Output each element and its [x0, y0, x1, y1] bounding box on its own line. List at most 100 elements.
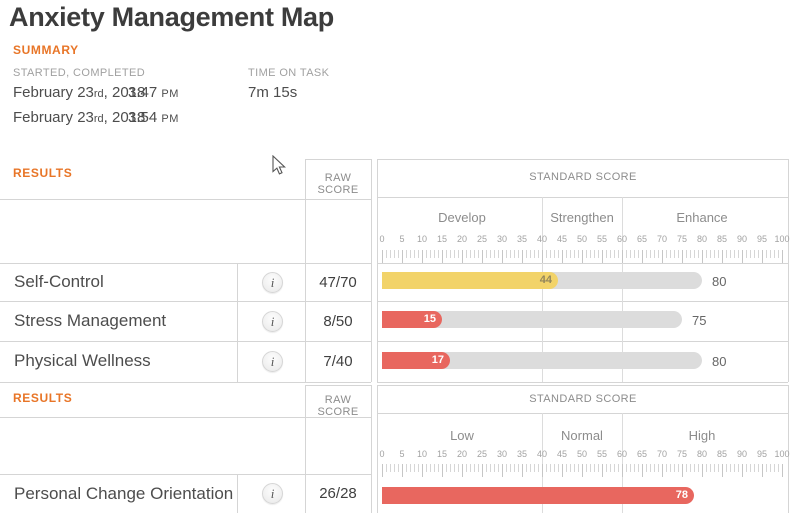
axis-tick [482, 250, 483, 263]
score-bar: 44 [382, 272, 558, 289]
zone-label: Low [450, 428, 474, 443]
divider [0, 199, 371, 200]
axis-tick [538, 250, 539, 258]
axis-tick-label: 25 [476, 449, 488, 459]
axis-tick [582, 464, 583, 477]
axis-tick [670, 250, 671, 258]
axis-tick-label: 80 [696, 449, 708, 459]
axis-tick [758, 464, 759, 472]
axis-tick [542, 250, 543, 263]
axis-tick [474, 250, 475, 258]
axis-tick [434, 464, 435, 472]
axis-tick [738, 464, 739, 472]
axis-tick [662, 250, 663, 263]
divider [371, 385, 372, 513]
row-name: Stress Management [14, 311, 167, 330]
axis-tick [534, 250, 535, 258]
zone-divider [622, 413, 623, 513]
time-meridiem: PM [161, 88, 179, 100]
axis-tick [426, 250, 427, 258]
row-name: Self-Control [14, 272, 104, 291]
axis-tick [410, 464, 411, 472]
score-value: 44 [539, 274, 552, 286]
raw-score-header-1: RAW SCORE [317, 172, 359, 196]
axis-tick [450, 464, 451, 472]
axis-tick [774, 464, 775, 472]
axis-tick-label: 85 [716, 449, 728, 459]
axis-tick-label: 70 [656, 234, 668, 244]
axis-tick [634, 464, 635, 472]
info-icon[interactable]: i [262, 483, 283, 504]
axis-tick [638, 250, 639, 258]
axis-tick [442, 464, 443, 477]
benchmark-value: 75 [692, 313, 707, 328]
axis-tick [706, 250, 707, 258]
axis-tick [506, 464, 507, 472]
axis-tick-label: 40 [536, 449, 548, 459]
divider [0, 301, 371, 302]
date-year: , 2018 [103, 84, 146, 101]
axis-tick-label: 70 [656, 449, 668, 459]
axis-tick [614, 464, 615, 472]
axis-tick-label: 85 [716, 234, 728, 244]
axis-tick [578, 464, 579, 472]
axis-tick-label: 75 [676, 234, 688, 244]
axis-tick [686, 250, 687, 258]
axis-tick [618, 464, 619, 472]
axis-tick [762, 250, 763, 263]
divider [0, 474, 371, 475]
axis-tick [714, 250, 715, 258]
axis-tick [526, 250, 527, 258]
axis-tick-label: 20 [456, 449, 468, 459]
benchmark-value: 80 [712, 354, 727, 369]
axis-tick [678, 464, 679, 472]
axis-tick [466, 464, 467, 472]
axis-tick [386, 464, 387, 472]
axis-tick [778, 250, 779, 258]
page-title: Anxiety Management Map [9, 2, 334, 32]
axis-tick [774, 250, 775, 258]
results-heading-1: RESULTS [13, 166, 73, 180]
axis-tick [730, 464, 731, 472]
info-icon[interactable]: i [262, 351, 283, 372]
axis-tick [622, 250, 623, 263]
raw-score-value: 26/28 [319, 485, 357, 502]
time-on-task-value: 7m 15s [248, 84, 298, 101]
date-suffix: rd [93, 88, 104, 100]
axis-tick [430, 464, 431, 472]
axis-tick [570, 250, 571, 258]
axis-tick [706, 464, 707, 472]
axis-tick [754, 250, 755, 258]
results-heading-2: RESULTS [13, 391, 73, 405]
axis-tick [390, 250, 391, 258]
axis-tick [582, 250, 583, 263]
axis-tick [782, 464, 783, 477]
started-time: 3:47 PM [128, 84, 179, 101]
time-on-task-label: TIME ON TASK [248, 67, 330, 79]
axis-tick [550, 464, 551, 472]
axis-tick [546, 250, 547, 258]
zone-label: High [688, 428, 716, 443]
axis-tick [454, 250, 455, 258]
axis-tick-label: 45 [556, 449, 568, 459]
axis-tick [710, 464, 711, 472]
axis-tick [690, 464, 691, 472]
axis-tick [750, 464, 751, 472]
axis-tick [650, 250, 651, 258]
axis-tick [754, 464, 755, 472]
axis-tick [734, 464, 735, 472]
axis-tick [714, 464, 715, 472]
zone-divider [542, 413, 543, 513]
axis-tick [438, 250, 439, 258]
axis-tick [490, 464, 491, 472]
info-icon[interactable]: i [262, 311, 283, 332]
axis-tick [478, 250, 479, 258]
axis-tick [462, 464, 463, 477]
divider [0, 417, 371, 418]
info-icon[interactable]: i [262, 272, 283, 293]
divider [377, 413, 789, 414]
axis-tick [758, 250, 759, 258]
axis-tick [618, 250, 619, 258]
axis-tick [718, 250, 719, 258]
axis-tick [782, 250, 783, 263]
